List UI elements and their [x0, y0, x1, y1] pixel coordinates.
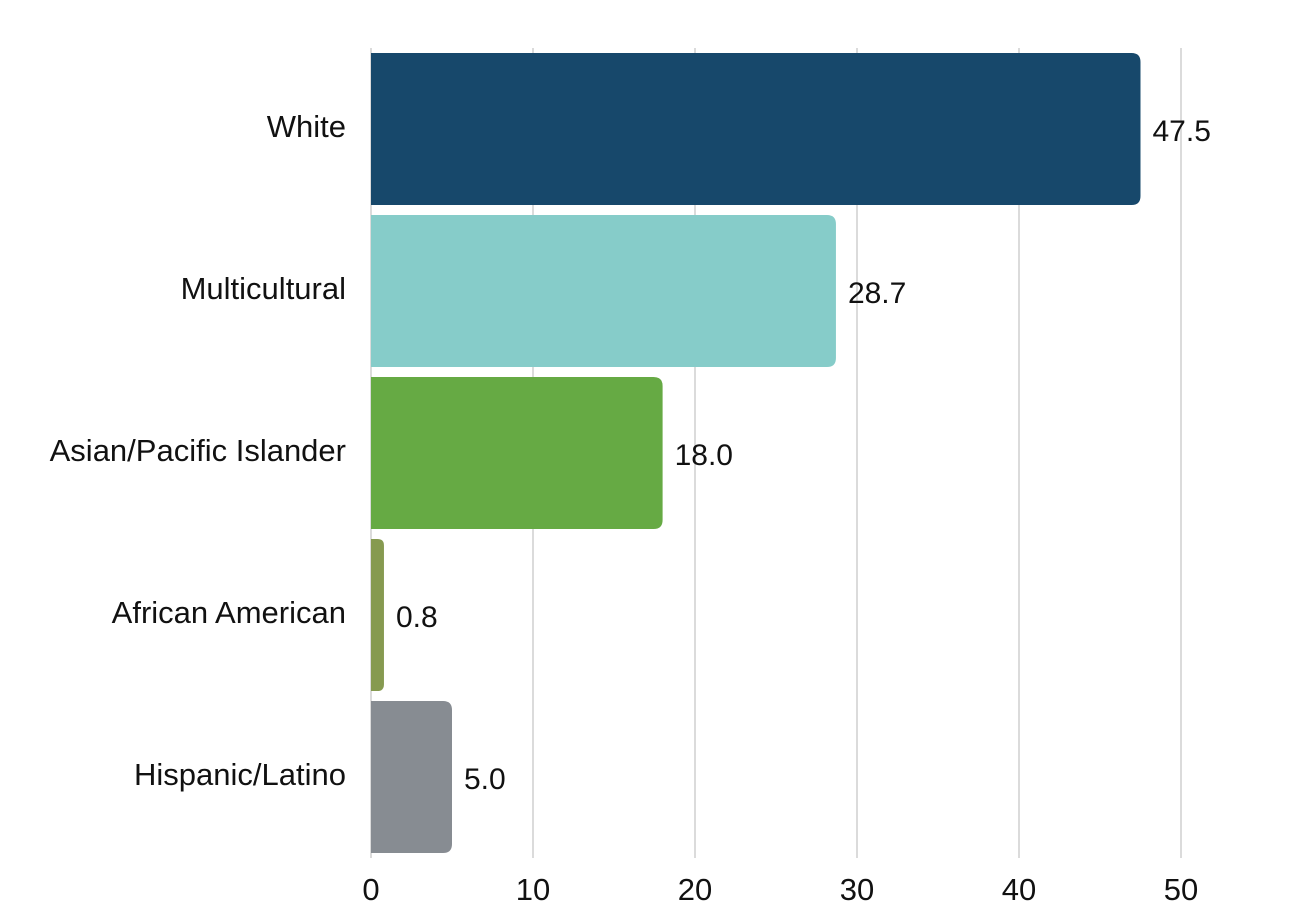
value-labels: 47.5 28.7 18.0 0.8 5.0 [396, 115, 1211, 796]
category-label: White [267, 109, 346, 144]
x-tick-label: 0 [362, 872, 379, 907]
value-label: 0.8 [396, 601, 438, 634]
category-label: Asian/Pacific Islander [50, 433, 346, 468]
value-label: 18.0 [675, 439, 733, 472]
category-label: Multicultural [181, 271, 346, 306]
category-label: African American [112, 595, 346, 630]
bar-african-american [371, 539, 384, 691]
category-label: Hispanic/Latino [134, 757, 346, 792]
bar-asian-pacific-islander [371, 377, 663, 529]
value-label: 28.7 [848, 277, 906, 310]
bar-hispanic-latino [371, 701, 452, 853]
bars [371, 53, 1141, 853]
x-tick-label: 20 [678, 872, 712, 907]
bar-white [371, 53, 1141, 205]
category-labels: White Multicultural Asian/Pacific Islander… [50, 109, 346, 792]
x-tick-label: 30 [840, 872, 874, 907]
x-axis-ticks: 0 10 20 30 40 50 [362, 872, 1198, 907]
value-label: 47.5 [1153, 115, 1211, 148]
x-tick-label: 10 [516, 872, 550, 907]
x-tick-label: 50 [1164, 872, 1198, 907]
bar-multicultural [371, 215, 836, 367]
value-label: 5.0 [464, 763, 506, 796]
x-tick-label: 40 [1002, 872, 1036, 907]
